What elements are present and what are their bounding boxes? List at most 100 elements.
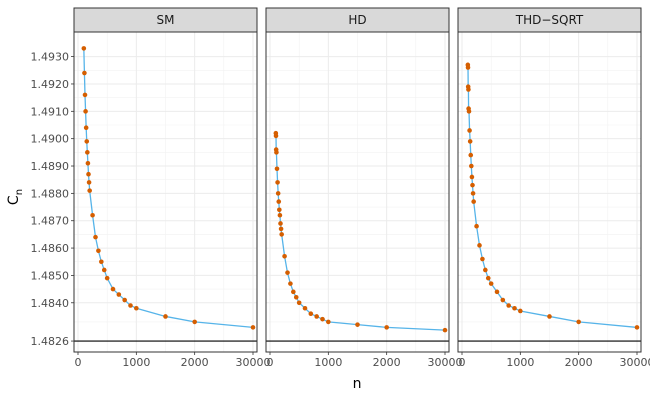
data-point xyxy=(471,199,476,204)
data-point xyxy=(110,286,116,292)
data-point xyxy=(282,253,287,259)
data-point xyxy=(288,281,293,286)
y-axis: 1.4826 1.4840 1.4850 1.4860 1.4870 1.4880 1.48… xyxy=(31,51,74,348)
data-point xyxy=(273,133,279,139)
x-tick-label: 2000 xyxy=(181,356,209,369)
panel-strip xyxy=(265,7,450,33)
data-point xyxy=(485,275,491,281)
data-point xyxy=(500,297,506,303)
y-axis-title-group: Cn xyxy=(6,189,25,205)
data-point xyxy=(85,150,90,155)
data-point xyxy=(302,305,308,311)
data-point xyxy=(470,182,475,188)
data-point xyxy=(116,292,122,297)
data-point xyxy=(308,311,314,317)
data-point xyxy=(278,226,284,232)
x-axis-title: n xyxy=(353,376,362,392)
data-point xyxy=(128,303,133,308)
data-point xyxy=(87,188,92,193)
data-point xyxy=(494,289,500,295)
data-point xyxy=(634,325,640,330)
data-point xyxy=(506,303,511,308)
y-tick-label: 1.4840 xyxy=(31,297,70,310)
x-tick-label: 1000 xyxy=(506,356,534,369)
data-point xyxy=(192,319,197,325)
data-point xyxy=(274,166,280,172)
data-point xyxy=(93,234,98,240)
data-point xyxy=(274,150,279,155)
data-point xyxy=(442,327,448,333)
data-point xyxy=(470,191,476,196)
x-tick-label: 2000 xyxy=(565,356,593,369)
data-point xyxy=(488,281,494,286)
data-point xyxy=(518,308,523,314)
y-tick-label: 1.4850 xyxy=(31,269,70,282)
data-point xyxy=(104,275,110,281)
panel-border xyxy=(73,31,258,353)
data-point xyxy=(467,128,472,133)
data-point xyxy=(355,322,360,327)
data-point xyxy=(134,305,139,311)
x-tick-label: 30000 xyxy=(428,356,463,369)
data-point xyxy=(285,270,290,275)
y-tick-label: 1.4860 xyxy=(31,242,70,255)
x-tick-label: 0 xyxy=(75,356,82,369)
panel-strip xyxy=(73,7,258,33)
data-point xyxy=(277,212,283,218)
data-point xyxy=(96,248,101,254)
y-tick-label: 1.4880 xyxy=(31,187,70,200)
data-point xyxy=(163,314,168,319)
data-point xyxy=(326,319,331,325)
data-point xyxy=(547,314,552,319)
panel-0: SM xyxy=(73,7,258,353)
data-point xyxy=(276,199,282,204)
data-point xyxy=(474,223,479,229)
y-tick-label: 1.4920 xyxy=(31,78,70,91)
data-point xyxy=(101,267,107,273)
panel-border xyxy=(265,31,450,353)
x-tick-label: 30000 xyxy=(236,356,271,369)
x-tick-label: 0 xyxy=(267,356,274,369)
data-point xyxy=(320,316,325,322)
data-point xyxy=(275,180,280,185)
panel-1: HD xyxy=(265,7,450,353)
x-tick-label: 2000 xyxy=(373,356,401,369)
data-point xyxy=(279,232,284,237)
panel-strip xyxy=(457,7,642,33)
data-point xyxy=(85,160,91,166)
data-point xyxy=(84,139,90,144)
data-point xyxy=(314,314,319,319)
data-point xyxy=(466,109,472,114)
data-point xyxy=(86,171,91,177)
data-point xyxy=(467,139,473,144)
panel-title: SM xyxy=(157,13,175,27)
y-axis-title-subscript: n xyxy=(14,189,25,195)
y-tick-label: 1.4826 xyxy=(31,335,70,348)
data-point xyxy=(291,289,296,295)
data-point xyxy=(90,212,95,218)
x-tick-label: 30000 xyxy=(620,356,650,369)
y-tick-label: 1.4930 xyxy=(31,51,70,64)
panel-title: THD−SQRT xyxy=(515,13,584,27)
y-axis-title: Cn xyxy=(6,189,25,205)
data-point xyxy=(512,305,517,311)
data-point xyxy=(469,163,474,169)
x-tick-label: 1000 xyxy=(314,356,342,369)
data-point xyxy=(83,125,89,131)
x-tick-label: 1000 xyxy=(122,356,150,369)
panel-border xyxy=(457,31,642,353)
data-point xyxy=(99,259,104,265)
data-point xyxy=(469,174,475,180)
data-point xyxy=(477,243,482,248)
data-point xyxy=(83,109,88,114)
y-tick-label: 1.4870 xyxy=(31,215,70,228)
data-point xyxy=(480,256,485,262)
panels: SM HD THD−SQRT xyxy=(73,7,642,353)
data-point xyxy=(293,295,299,300)
data-point xyxy=(576,319,581,325)
data-point xyxy=(275,191,281,196)
data-point xyxy=(296,300,302,306)
data-point xyxy=(483,267,488,273)
data-point xyxy=(82,92,88,98)
